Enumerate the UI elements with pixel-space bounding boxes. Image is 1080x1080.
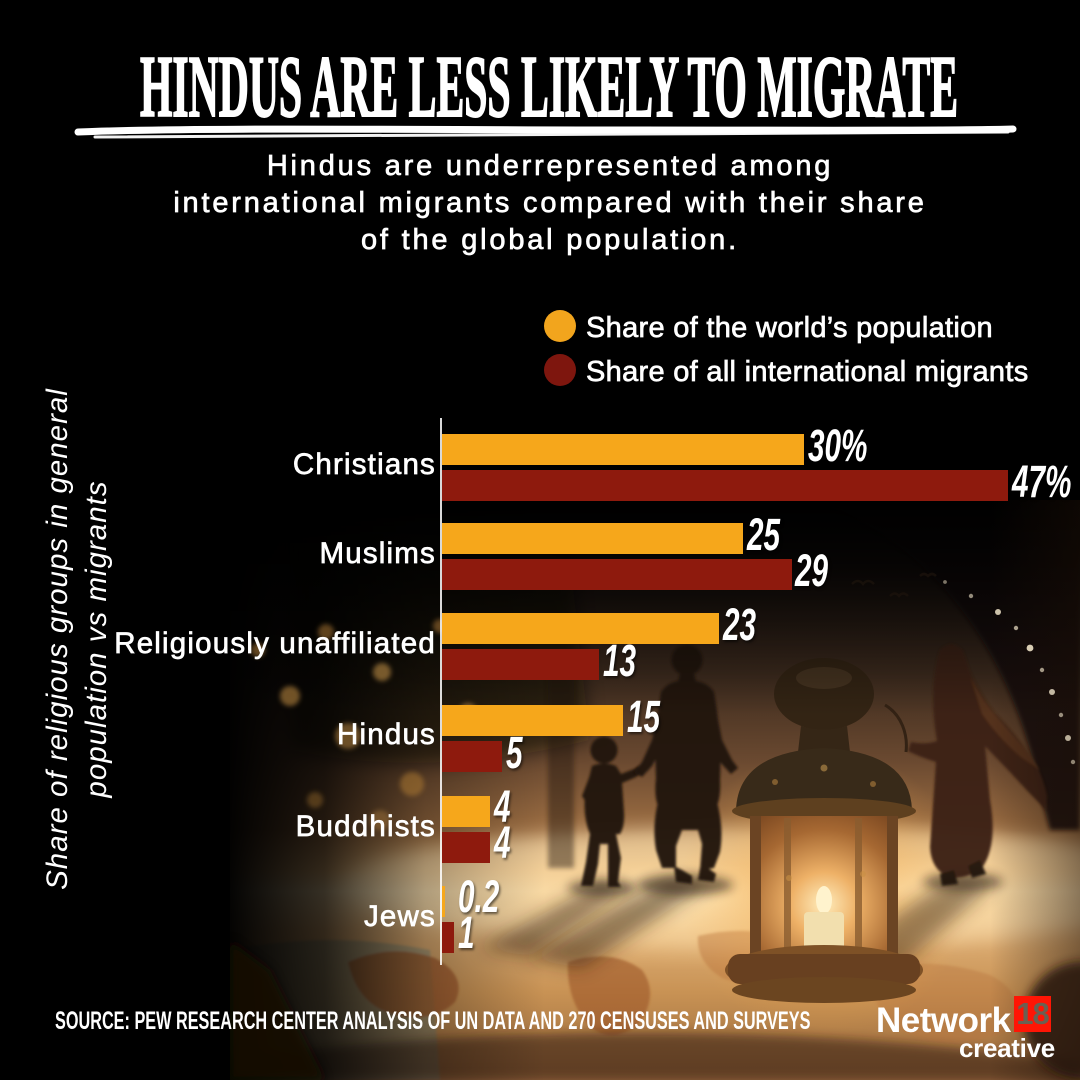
svg-text:HINDUS ARE LESS LIKELY TO MIGR: HINDUS ARE LESS LIKELY TO MIGRATE [140,39,958,136]
